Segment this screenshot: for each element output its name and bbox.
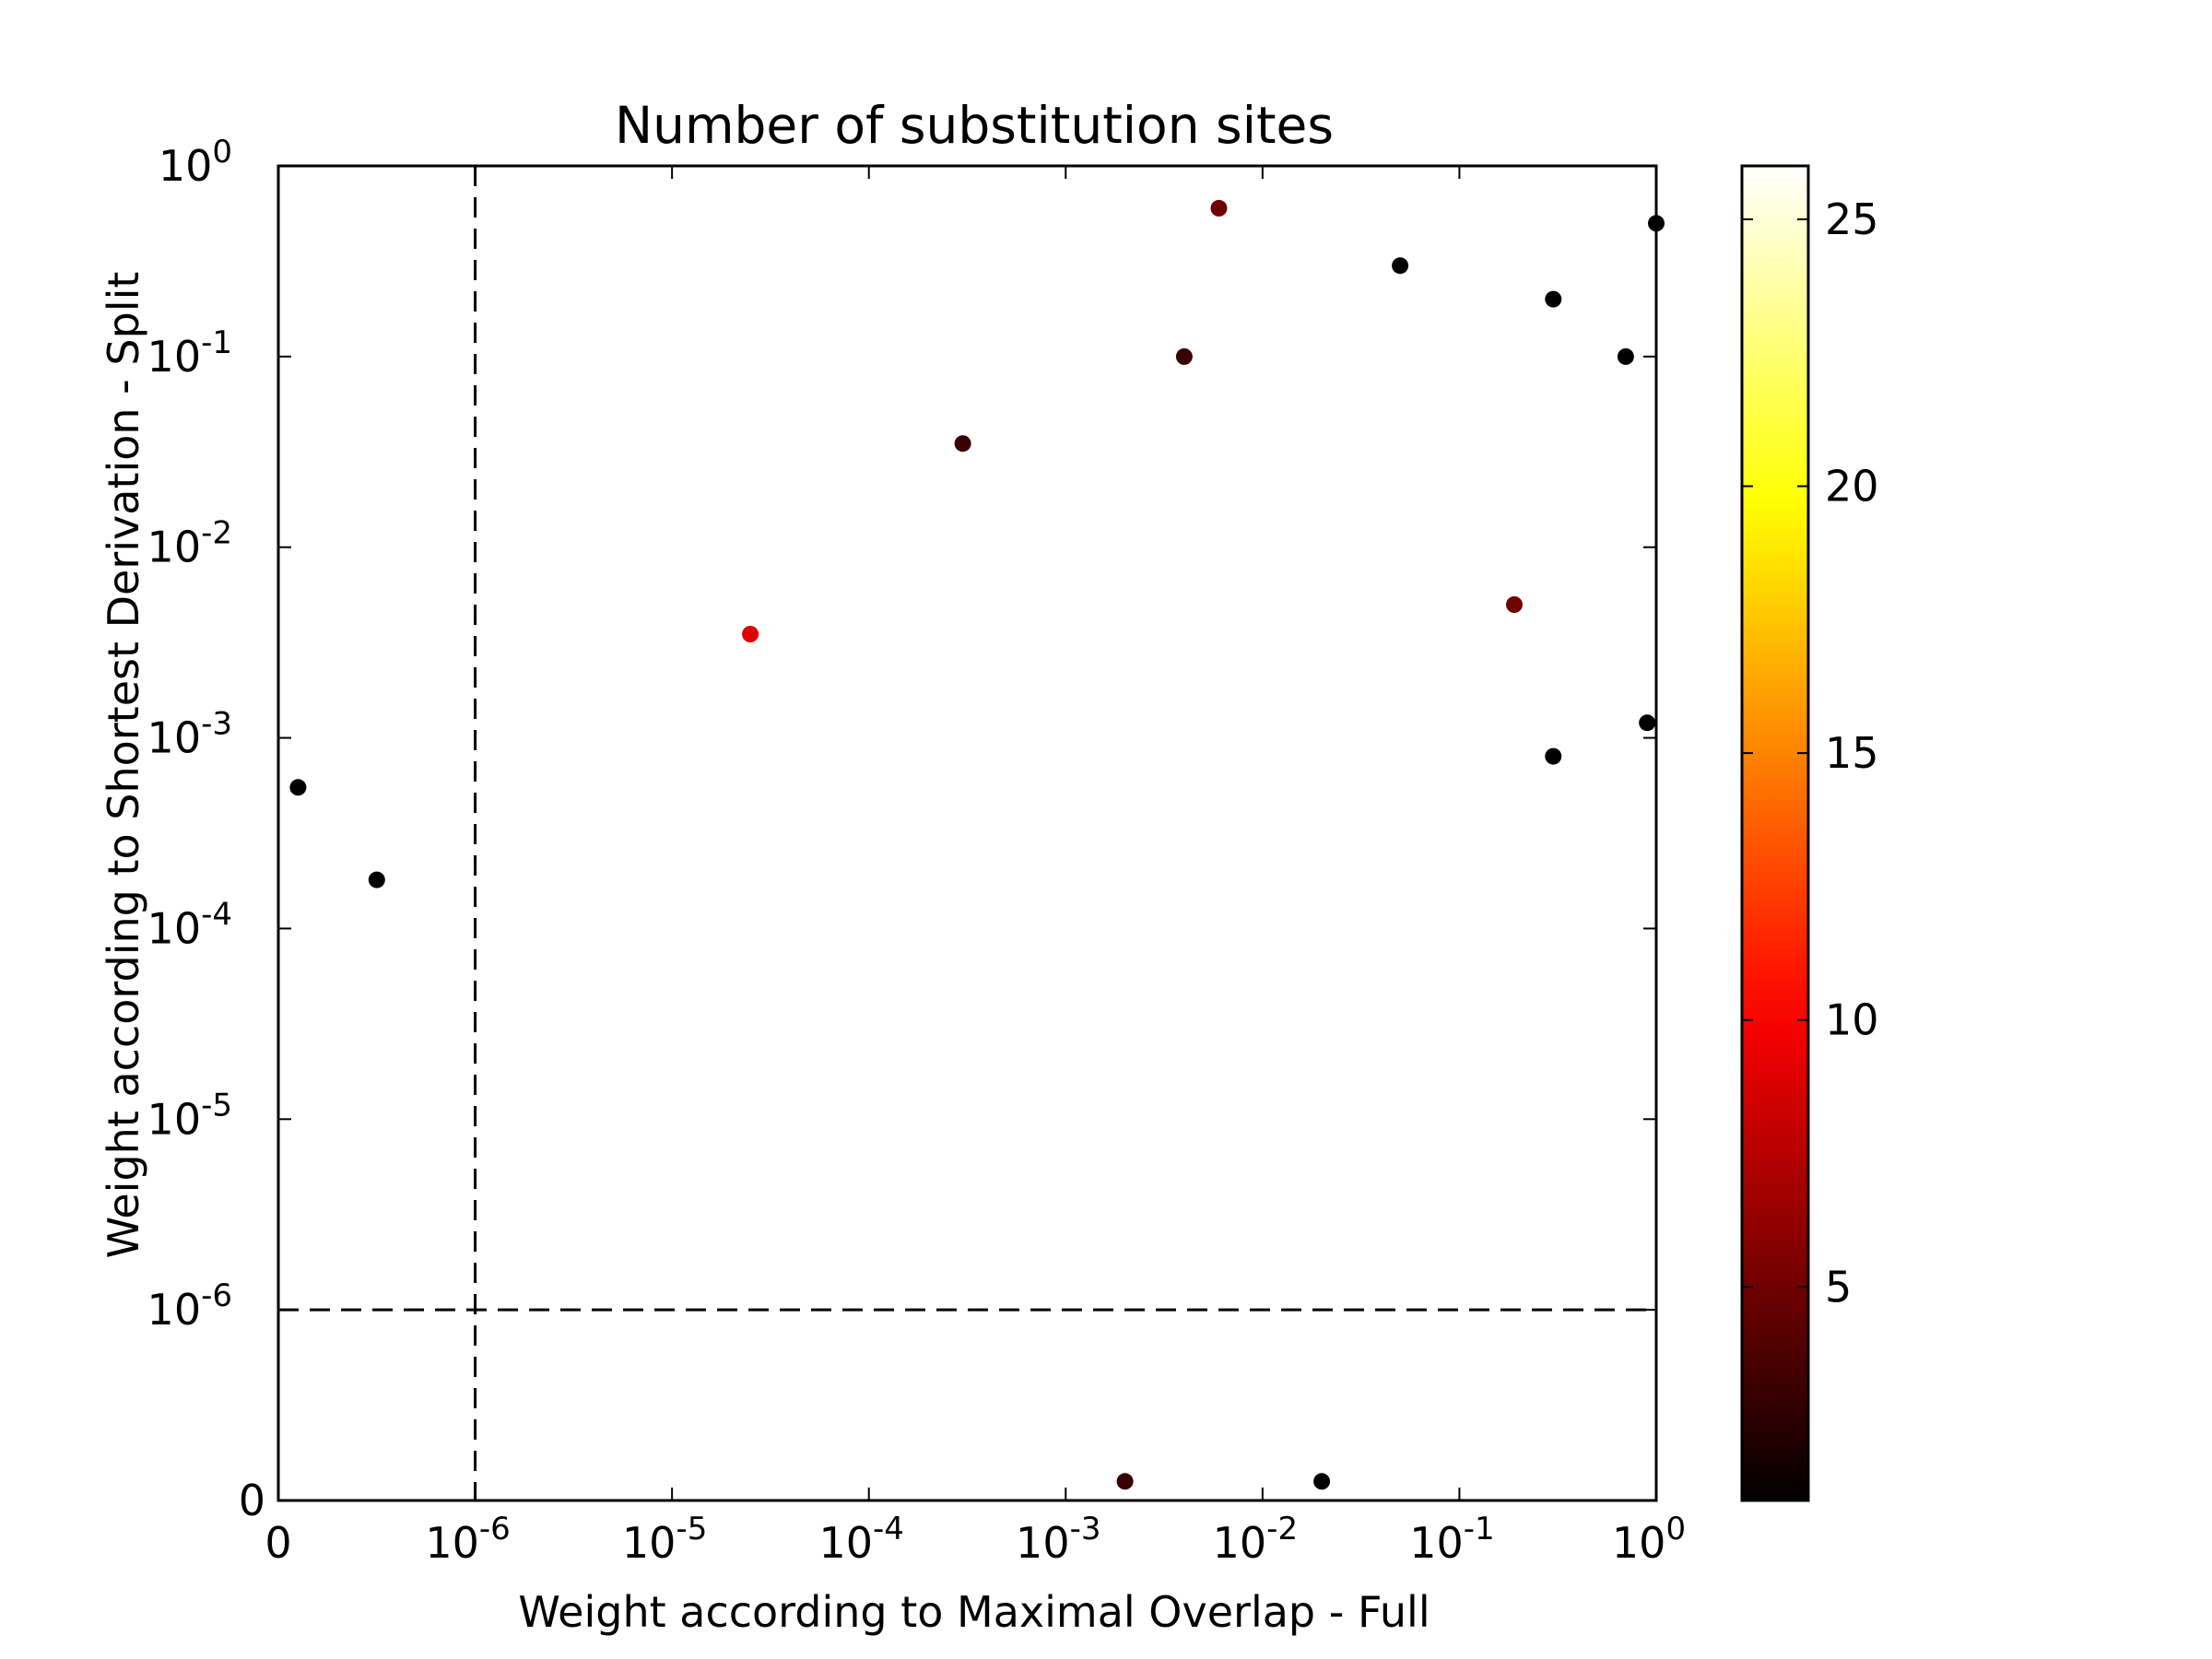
colorbar-tick-label: 15 [1825, 728, 1879, 778]
data-point [1545, 747, 1562, 765]
y-tick-label: 10-1 [147, 324, 232, 382]
x-tick-label: 10-1 [1409, 1511, 1494, 1568]
data-point [742, 626, 759, 642]
data-point [1313, 1473, 1331, 1490]
colorbar: 5 10 15 20 25 [1740, 164, 1879, 1502]
data-point [1210, 199, 1228, 217]
data-point [1175, 347, 1193, 365]
x-tick-label: 10-2 [1213, 1511, 1298, 1568]
data-point [368, 871, 385, 888]
chart-title: Number of substitution sites [615, 96, 1334, 155]
x-axis-label: Weight according to Maximal Overlap - Fu… [518, 1587, 1430, 1637]
data-point [954, 435, 971, 453]
y-tick-label: 10-3 [147, 706, 232, 763]
x-tick-label: 10-4 [818, 1511, 903, 1568]
colorbar-tick-label: 5 [1825, 1262, 1852, 1312]
y-tick-label: 0 [239, 1476, 265, 1525]
y-tick-label: 10-2 [147, 515, 232, 572]
colorbar-tick-label: 20 [1825, 462, 1879, 512]
y-tick-label: 10-6 [147, 1277, 232, 1335]
axes: 0 10-6 10-5 10-4 10-3 10-2 10-1 100 0 10-6 10-5 10-… [147, 134, 1687, 1568]
data-point [1392, 257, 1409, 275]
data-point [1116, 1473, 1134, 1490]
y-axis-label: Weight according to Shortest Derivation … [99, 272, 148, 1259]
data-point [1617, 347, 1634, 365]
y-tick-label: 10-4 [147, 896, 232, 953]
colorbar-tick-label: 10 [1825, 995, 1879, 1045]
colorbar-tick-label: 25 [1825, 194, 1879, 244]
data-point [1545, 290, 1562, 308]
y-tick-label: 10-5 [147, 1087, 232, 1144]
colorbar-gradient [1740, 164, 1810, 1502]
data-point [1506, 596, 1523, 613]
x-tick-label: 100 [1612, 1511, 1686, 1568]
x-tick-label: 10-6 [425, 1511, 510, 1568]
x-tick-label: 10-3 [1016, 1511, 1100, 1568]
y-tick-label: 100 [159, 134, 232, 191]
data-point [289, 779, 307, 796]
data-points [289, 199, 1665, 1490]
plot-frame [276, 164, 1658, 1502]
x-tick-label: 10-5 [622, 1511, 707, 1568]
x-tick-label: 0 [265, 1518, 291, 1568]
data-point [1639, 714, 1656, 732]
